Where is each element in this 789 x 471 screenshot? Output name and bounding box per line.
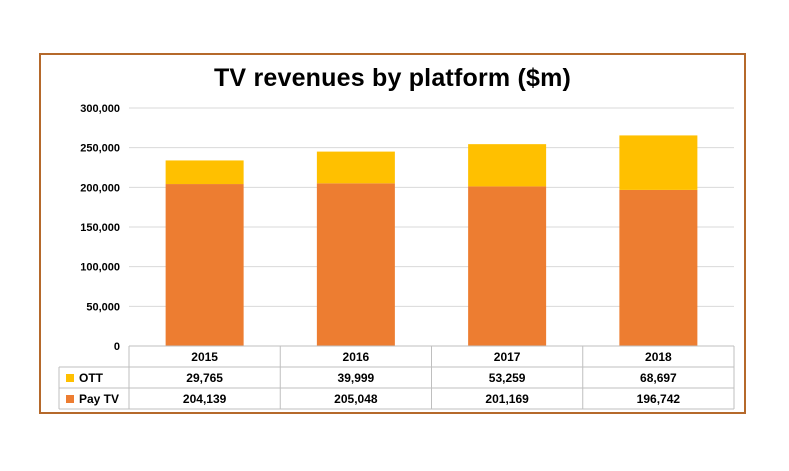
bar-ott (316, 151, 395, 184)
chart-title: TV revenues by platform ($m) (213, 64, 572, 92)
bar-ott (468, 144, 547, 187)
x-tick-label: 2015 (191, 350, 218, 364)
data-label: 68,697 (640, 371, 677, 385)
data-label: 53,259 (489, 371, 526, 385)
legend-label: OTT (79, 371, 104, 385)
legend-key-ott (66, 374, 74, 382)
legend-label: Pay TV (79, 392, 119, 406)
x-tick-label: 2017 (494, 350, 521, 364)
bar-ott (619, 135, 698, 190)
y-tick-label: 50,000 (86, 301, 120, 313)
y-tick-label: 150,000 (80, 222, 120, 234)
y-tick-label: 300,000 (80, 103, 120, 115)
y-tick-label: 100,000 (80, 262, 120, 274)
data-label: 201,169 (485, 392, 529, 406)
data-label: 205,048 (334, 392, 378, 406)
legend-key-pay-tv (66, 395, 74, 403)
data-label: 39,999 (338, 371, 375, 385)
x-tick-label: 2016 (343, 350, 370, 364)
y-tick-label: 250,000 (80, 143, 120, 155)
bar-ott (165, 160, 244, 185)
y-tick-label: 200,000 (80, 182, 120, 194)
bar-pay-tv (619, 189, 698, 346)
bar-pay-tv (165, 184, 244, 346)
bar-pay-tv (468, 186, 547, 346)
data-label: 29,765 (186, 371, 223, 385)
y-tick-label: 0 (114, 341, 120, 353)
x-tick-label: 2018 (645, 350, 672, 364)
data-label: 204,139 (183, 392, 227, 406)
bar-pay-tv (316, 183, 395, 346)
data-label: 196,742 (637, 392, 681, 406)
